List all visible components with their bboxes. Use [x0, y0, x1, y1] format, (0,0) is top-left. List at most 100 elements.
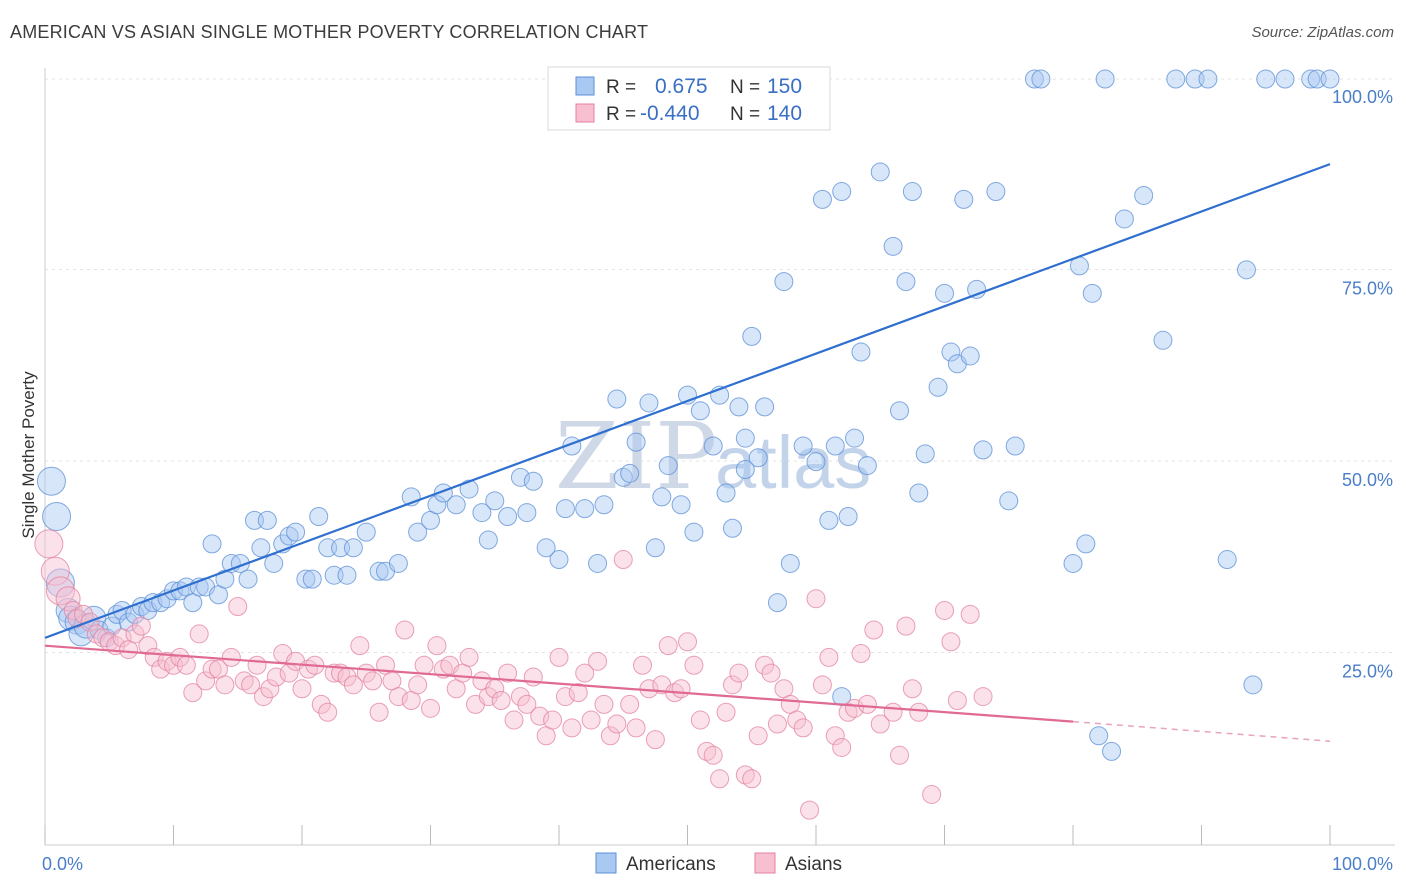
point-americans	[902, 182, 922, 202]
point-americans	[498, 506, 518, 526]
point-americans	[446, 495, 466, 515]
point-asians	[658, 636, 678, 656]
point-asians	[517, 694, 537, 714]
point-americans	[1198, 69, 1218, 89]
point-americans	[742, 326, 762, 346]
point-asians	[690, 710, 710, 730]
point-americans	[485, 491, 505, 511]
point-americans	[286, 522, 306, 542]
point-americans	[427, 495, 447, 515]
point-americans	[1114, 209, 1134, 229]
point-asians	[549, 647, 569, 667]
point-asians	[491, 690, 511, 710]
point-asians	[909, 702, 929, 722]
point-americans	[356, 522, 376, 542]
point-americans	[652, 487, 672, 507]
point-americans	[722, 518, 742, 538]
watermark-atlas: atlas	[715, 421, 871, 504]
point-asians	[825, 726, 845, 746]
point-asians	[241, 675, 261, 695]
point-asians	[671, 679, 691, 699]
point-asians	[504, 710, 524, 730]
point-americans	[1275, 69, 1295, 89]
legend-r-value-americans: 0.675	[655, 75, 708, 98]
point-americans	[896, 272, 916, 292]
point-asians	[581, 710, 601, 730]
series-legend: Americans Asians	[595, 852, 842, 875]
legend-swatch-americans	[575, 76, 595, 96]
point-americans	[684, 522, 704, 542]
legend-swatch-asians	[575, 103, 595, 123]
point-asians	[864, 620, 884, 640]
point-asians	[947, 690, 967, 710]
point-asians	[607, 714, 627, 734]
point-asians	[498, 663, 518, 683]
point-asians	[408, 675, 428, 695]
point-asians	[800, 800, 820, 820]
point-asians	[215, 675, 235, 695]
point-americans	[928, 377, 948, 397]
point-asians	[189, 624, 209, 644]
point-americans	[671, 495, 691, 515]
point-asians	[363, 671, 383, 691]
point-americans	[883, 236, 903, 256]
point-asians	[202, 659, 222, 679]
point-asians	[684, 655, 704, 675]
point-americans	[555, 499, 575, 519]
point-americans	[620, 463, 640, 483]
point-asians	[311, 694, 331, 714]
point-americans	[935, 283, 954, 303]
point-americans	[832, 182, 852, 202]
point-asians	[787, 710, 807, 730]
point-asians	[633, 655, 653, 675]
point-americans	[838, 506, 858, 526]
point-americans	[915, 444, 935, 464]
point-americans	[607, 389, 627, 409]
point-americans	[1243, 675, 1263, 695]
point-americans	[302, 569, 322, 589]
point-americans	[588, 553, 608, 573]
point-asians	[857, 694, 877, 714]
point-asians	[459, 647, 479, 667]
point-americans	[388, 553, 408, 573]
bottom-legend-asians: Asians	[785, 854, 842, 875]
point-asians	[870, 714, 890, 734]
point-americans	[973, 440, 993, 460]
point-americans	[549, 550, 569, 570]
point-americans	[1024, 69, 1044, 89]
point-americans	[478, 530, 498, 550]
point-asians	[806, 589, 826, 609]
point-americans	[337, 565, 357, 585]
point-asians	[478, 687, 498, 707]
point-asians	[755, 655, 775, 675]
point-americans	[626, 432, 646, 452]
point-asians	[260, 679, 280, 699]
point-asians	[292, 679, 312, 699]
trendline-asians	[44, 644, 1074, 723]
point-americans	[202, 534, 222, 554]
point-asians	[221, 647, 241, 667]
point-americans	[703, 436, 723, 456]
point-americans	[735, 428, 755, 448]
point-americans	[408, 522, 428, 542]
point-americans	[690, 401, 710, 421]
point-americans	[309, 506, 329, 526]
source-label: Source: ZipAtlas.com	[1251, 24, 1394, 41]
point-asians	[883, 702, 903, 722]
point-asians	[510, 687, 530, 707]
point-americans	[793, 436, 813, 456]
point-asians	[388, 687, 408, 707]
point-asians	[742, 769, 762, 789]
trend-lines	[44, 163, 1331, 742]
point-asians	[555, 687, 575, 707]
y-tick-labels: 25.0% 50.0% 75.0% 100.0%	[1332, 87, 1393, 682]
point-americans	[1082, 283, 1102, 303]
point-americans	[1217, 550, 1237, 570]
point-asians	[138, 636, 158, 656]
point-americans	[1031, 69, 1051, 89]
point-americans	[890, 401, 910, 421]
point-asians	[343, 675, 363, 695]
point-americans	[510, 467, 530, 487]
point-americans	[870, 162, 890, 182]
point-asians	[45, 576, 75, 606]
